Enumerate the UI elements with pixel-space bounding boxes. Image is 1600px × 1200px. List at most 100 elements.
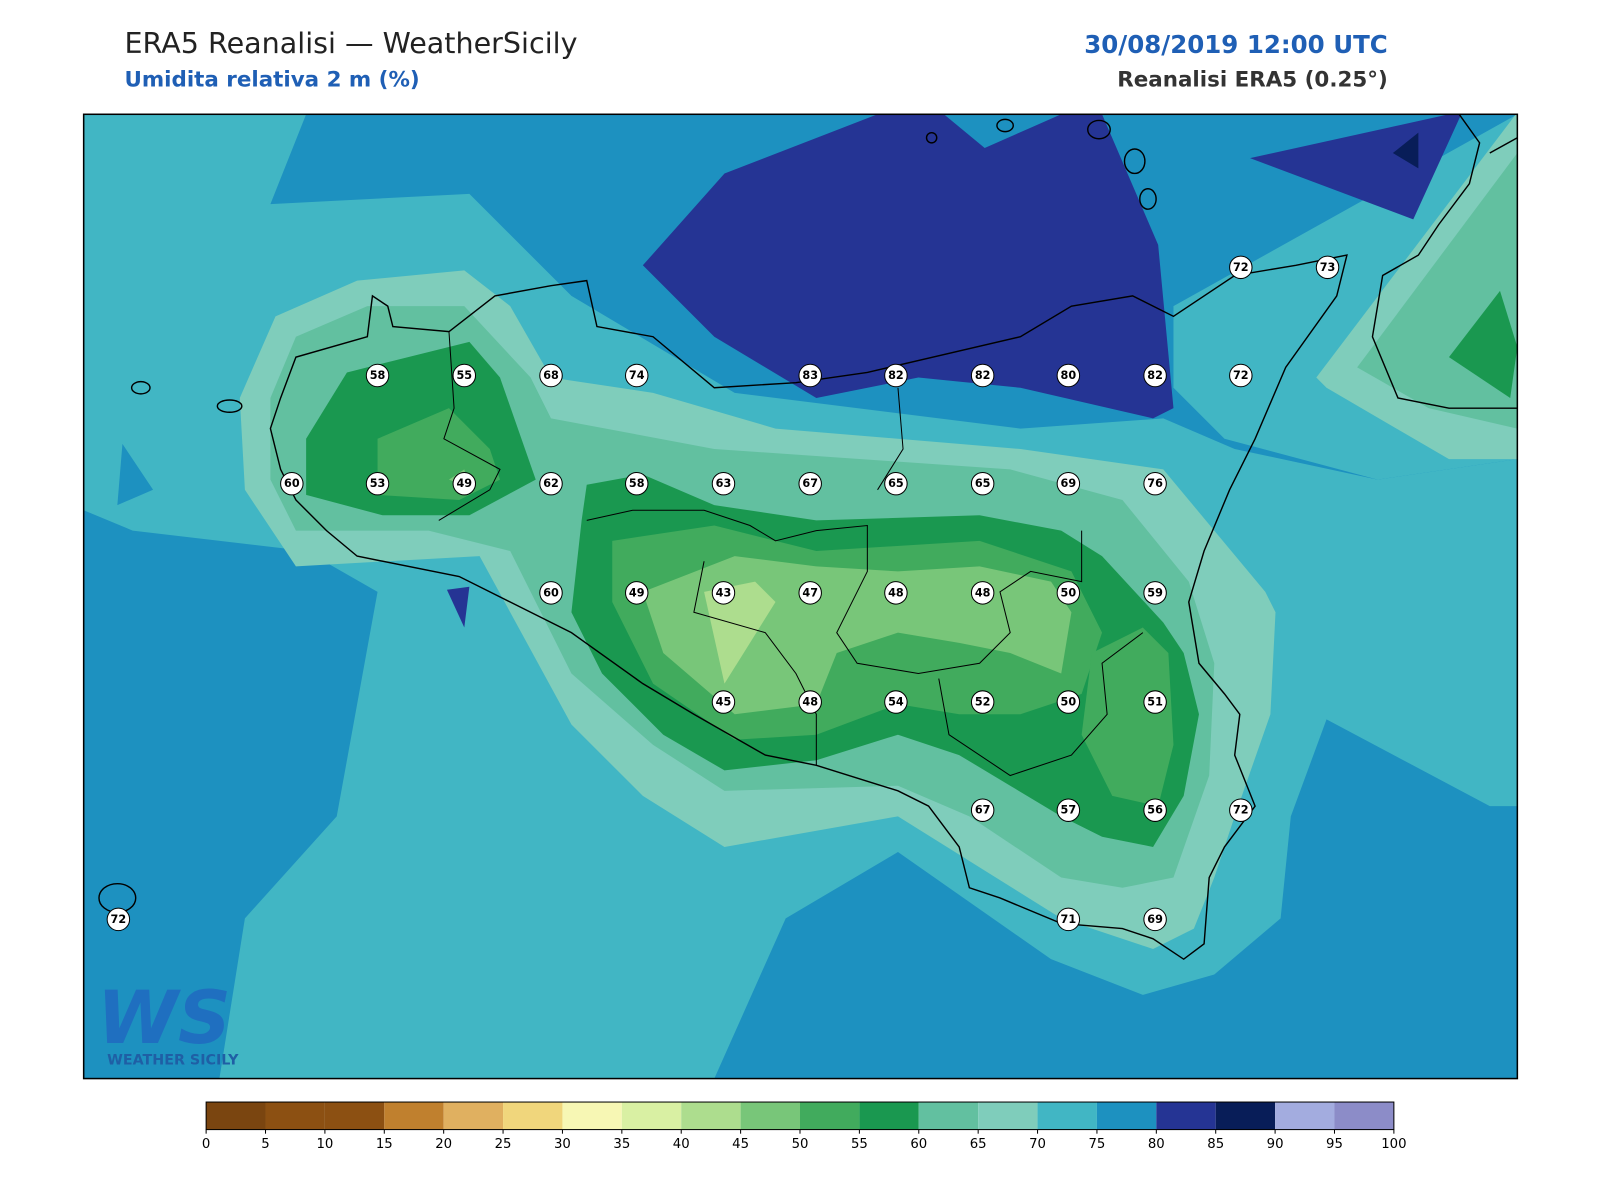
station-marker (884, 363, 908, 388)
logo-name: WEATHER SICILY (107, 1052, 239, 1068)
station-value: 47 (802, 586, 818, 599)
colorbar-segment (681, 1102, 741, 1130)
colorbar-tick-label: 15 (376, 1137, 393, 1152)
station-value: 72 (111, 913, 127, 926)
colorbar-segment (1156, 1102, 1216, 1130)
station-marker (798, 581, 822, 605)
colorbar-tick-label: 90 (1267, 1137, 1284, 1152)
colorbar-tick-label: 95 (1326, 1137, 1343, 1152)
colorbar-tick-label: 75 (1089, 1137, 1106, 1152)
colorbar-tick-label: 60 (910, 1137, 927, 1152)
title: ERA5 Reanalisi — WeatherSicily (124, 26, 577, 60)
colorbar: 0 5 10 15 20 25 30 35 40 45 50 55 60 65 70 75 80 85 90 95 10… (202, 1101, 1407, 1152)
station-value: 82 (888, 369, 904, 382)
station-marker (1143, 363, 1167, 388)
station-marker (452, 363, 477, 388)
station-marker (1056, 907, 1081, 932)
station-value: 49 (629, 586, 645, 599)
station-value: 52 (975, 696, 991, 709)
station-value: 73 (1320, 261, 1336, 274)
colorbar-segment (1096, 1102, 1157, 1130)
colorbar-tick-label: 45 (732, 1137, 749, 1152)
colorbar-segment (265, 1102, 325, 1130)
station-marker (625, 581, 649, 605)
logo-letters: WS (97, 976, 231, 1061)
station-value: 55 (456, 369, 472, 382)
station-value: 82 (975, 369, 991, 382)
station-value: 57 (1061, 804, 1077, 817)
colorbar-segment (740, 1102, 800, 1130)
station-value: 45 (716, 696, 732, 709)
station-marker (798, 471, 822, 496)
subtitle: Umidita relativa 2 m (%) (124, 68, 419, 93)
colorbar-tick-label: 25 (495, 1137, 512, 1152)
stations: 72 73 58 55 68 74 83 82 82 80 82 72 60 53 49 62 58 63 67 65… (106, 255, 1340, 932)
station-marker (970, 471, 995, 496)
colorbar-segment (918, 1102, 979, 1130)
colorbar-segment (324, 1102, 385, 1130)
station-value: 60 (284, 477, 300, 490)
colorbar-tick-label: 20 (435, 1137, 452, 1152)
station-marker (1056, 798, 1081, 822)
colorbar-segment (503, 1102, 563, 1130)
station-value: 58 (629, 477, 645, 490)
station-value: 65 (975, 477, 991, 490)
station-value: 51 (1147, 696, 1163, 709)
station-value: 53 (370, 477, 386, 490)
colorbar-segment (562, 1102, 622, 1130)
station-value: 71 (1061, 913, 1077, 926)
station-marker (280, 471, 304, 496)
colorbar-segment (443, 1102, 504, 1130)
colorbar-segment (206, 1102, 266, 1130)
colorbar-tick-label: 30 (554, 1137, 571, 1152)
datetime: 30/08/2019 12:00 UTC (1084, 30, 1388, 59)
station-marker (884, 690, 908, 714)
colorbar-segment (1334, 1102, 1394, 1130)
station-marker (1143, 471, 1167, 496)
station-marker (452, 471, 477, 496)
logo: WS WEATHER SICILY (97, 976, 239, 1068)
station-marker (798, 363, 822, 388)
station-marker (106, 907, 131, 932)
colorbar-segment (859, 1102, 919, 1130)
colorbar-tick-label: 55 (851, 1137, 868, 1152)
station-value: 67 (975, 804, 991, 817)
station-marker (1143, 581, 1167, 605)
colorbar-tick-label: 50 (792, 1137, 809, 1152)
station-marker (884, 471, 908, 496)
station-value: 76 (1147, 477, 1163, 490)
colorbar-tick-label: 0 (202, 1137, 210, 1152)
station-marker (1229, 255, 1253, 280)
station-marker (539, 581, 563, 605)
station-value: 62 (543, 477, 559, 490)
station-value: 48 (802, 696, 818, 709)
station-marker (625, 471, 649, 496)
colorbar-segment (384, 1102, 444, 1130)
station-marker (1056, 363, 1081, 388)
station-value: 43 (716, 586, 732, 599)
station-marker (365, 363, 390, 388)
station-value: 72 (1233, 804, 1249, 817)
colorbar-tick-label: 85 (1207, 1137, 1224, 1152)
station-value: 49 (456, 477, 472, 490)
station-value: 72 (1233, 261, 1249, 274)
station-value: 60 (543, 586, 559, 599)
station-value: 58 (370, 369, 386, 382)
station-value: 72 (1233, 369, 1249, 382)
station-marker (970, 363, 995, 388)
station-value: 65 (888, 477, 904, 490)
station-marker (970, 581, 995, 605)
station-value: 83 (802, 369, 818, 382)
station-value: 63 (716, 477, 732, 490)
station-marker (970, 690, 995, 714)
station-value: 69 (1147, 913, 1163, 926)
station-marker (539, 363, 563, 388)
station-marker (539, 471, 563, 496)
station-value: 68 (543, 369, 559, 382)
station-value: 48 (975, 586, 991, 599)
colorbar-segment (1215, 1102, 1276, 1130)
station-marker (1056, 471, 1081, 496)
colorbar-segment (1275, 1102, 1335, 1130)
colorbar-segment (1037, 1102, 1097, 1130)
